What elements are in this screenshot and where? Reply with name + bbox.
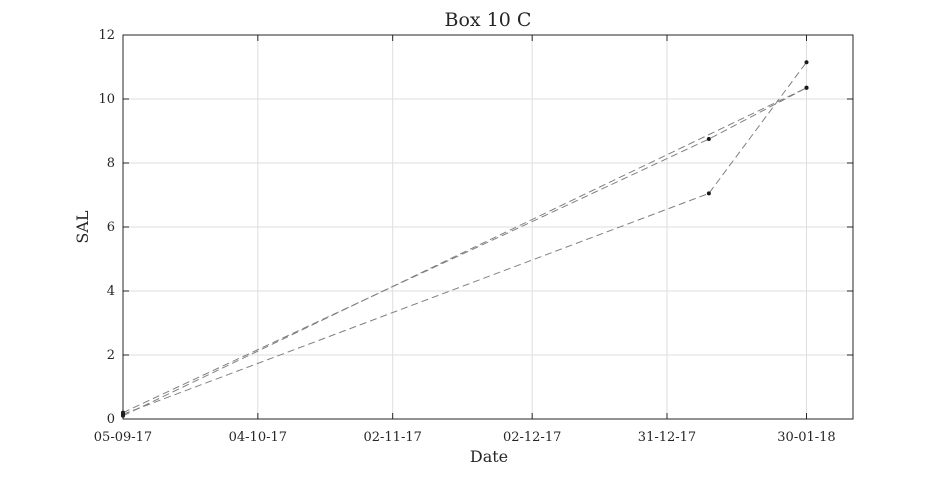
data-point-2 — [706, 191, 711, 196]
x-tick-label: 02-12-17 — [503, 430, 561, 445]
y-tick-label: 10 — [98, 92, 115, 107]
y-axis-label: SAL — [73, 210, 92, 244]
chart-title: Box 10 C — [445, 9, 532, 31]
tick-marks — [122, 34, 853, 420]
x-axis-label: Date — [470, 447, 508, 466]
x-tick-label: 04-10-17 — [229, 430, 287, 445]
y-tick-label: 2 — [107, 348, 115, 363]
series-line-3 — [122, 87, 807, 417]
x-tick-label: 02-11-17 — [363, 430, 421, 445]
y-tick-label: 12 — [98, 28, 115, 43]
grid-lines — [123, 35, 853, 419]
data-point-3 — [804, 85, 809, 90]
y-tick-label: 6 — [107, 220, 115, 235]
data-point-2 — [804, 60, 809, 65]
x-tick-label: 31-12-17 — [638, 430, 696, 445]
tick-labels: 0 2 4 6 8 10 12 05-09-17 04-10-17 02-11-17 02-12-1… — [94, 28, 836, 445]
series-lines — [122, 61, 807, 417]
y-tick-label: 4 — [107, 284, 115, 299]
data-points — [121, 60, 809, 418]
y-tick-label: 0 — [107, 412, 115, 427]
data-point-1 — [706, 137, 711, 141]
x-tick-label: 05-09-17 — [94, 430, 152, 445]
x-tick-label: 30-01-18 — [777, 430, 835, 445]
y-tick-label: 8 — [107, 156, 115, 171]
series-line-1 — [122, 87, 807, 414]
